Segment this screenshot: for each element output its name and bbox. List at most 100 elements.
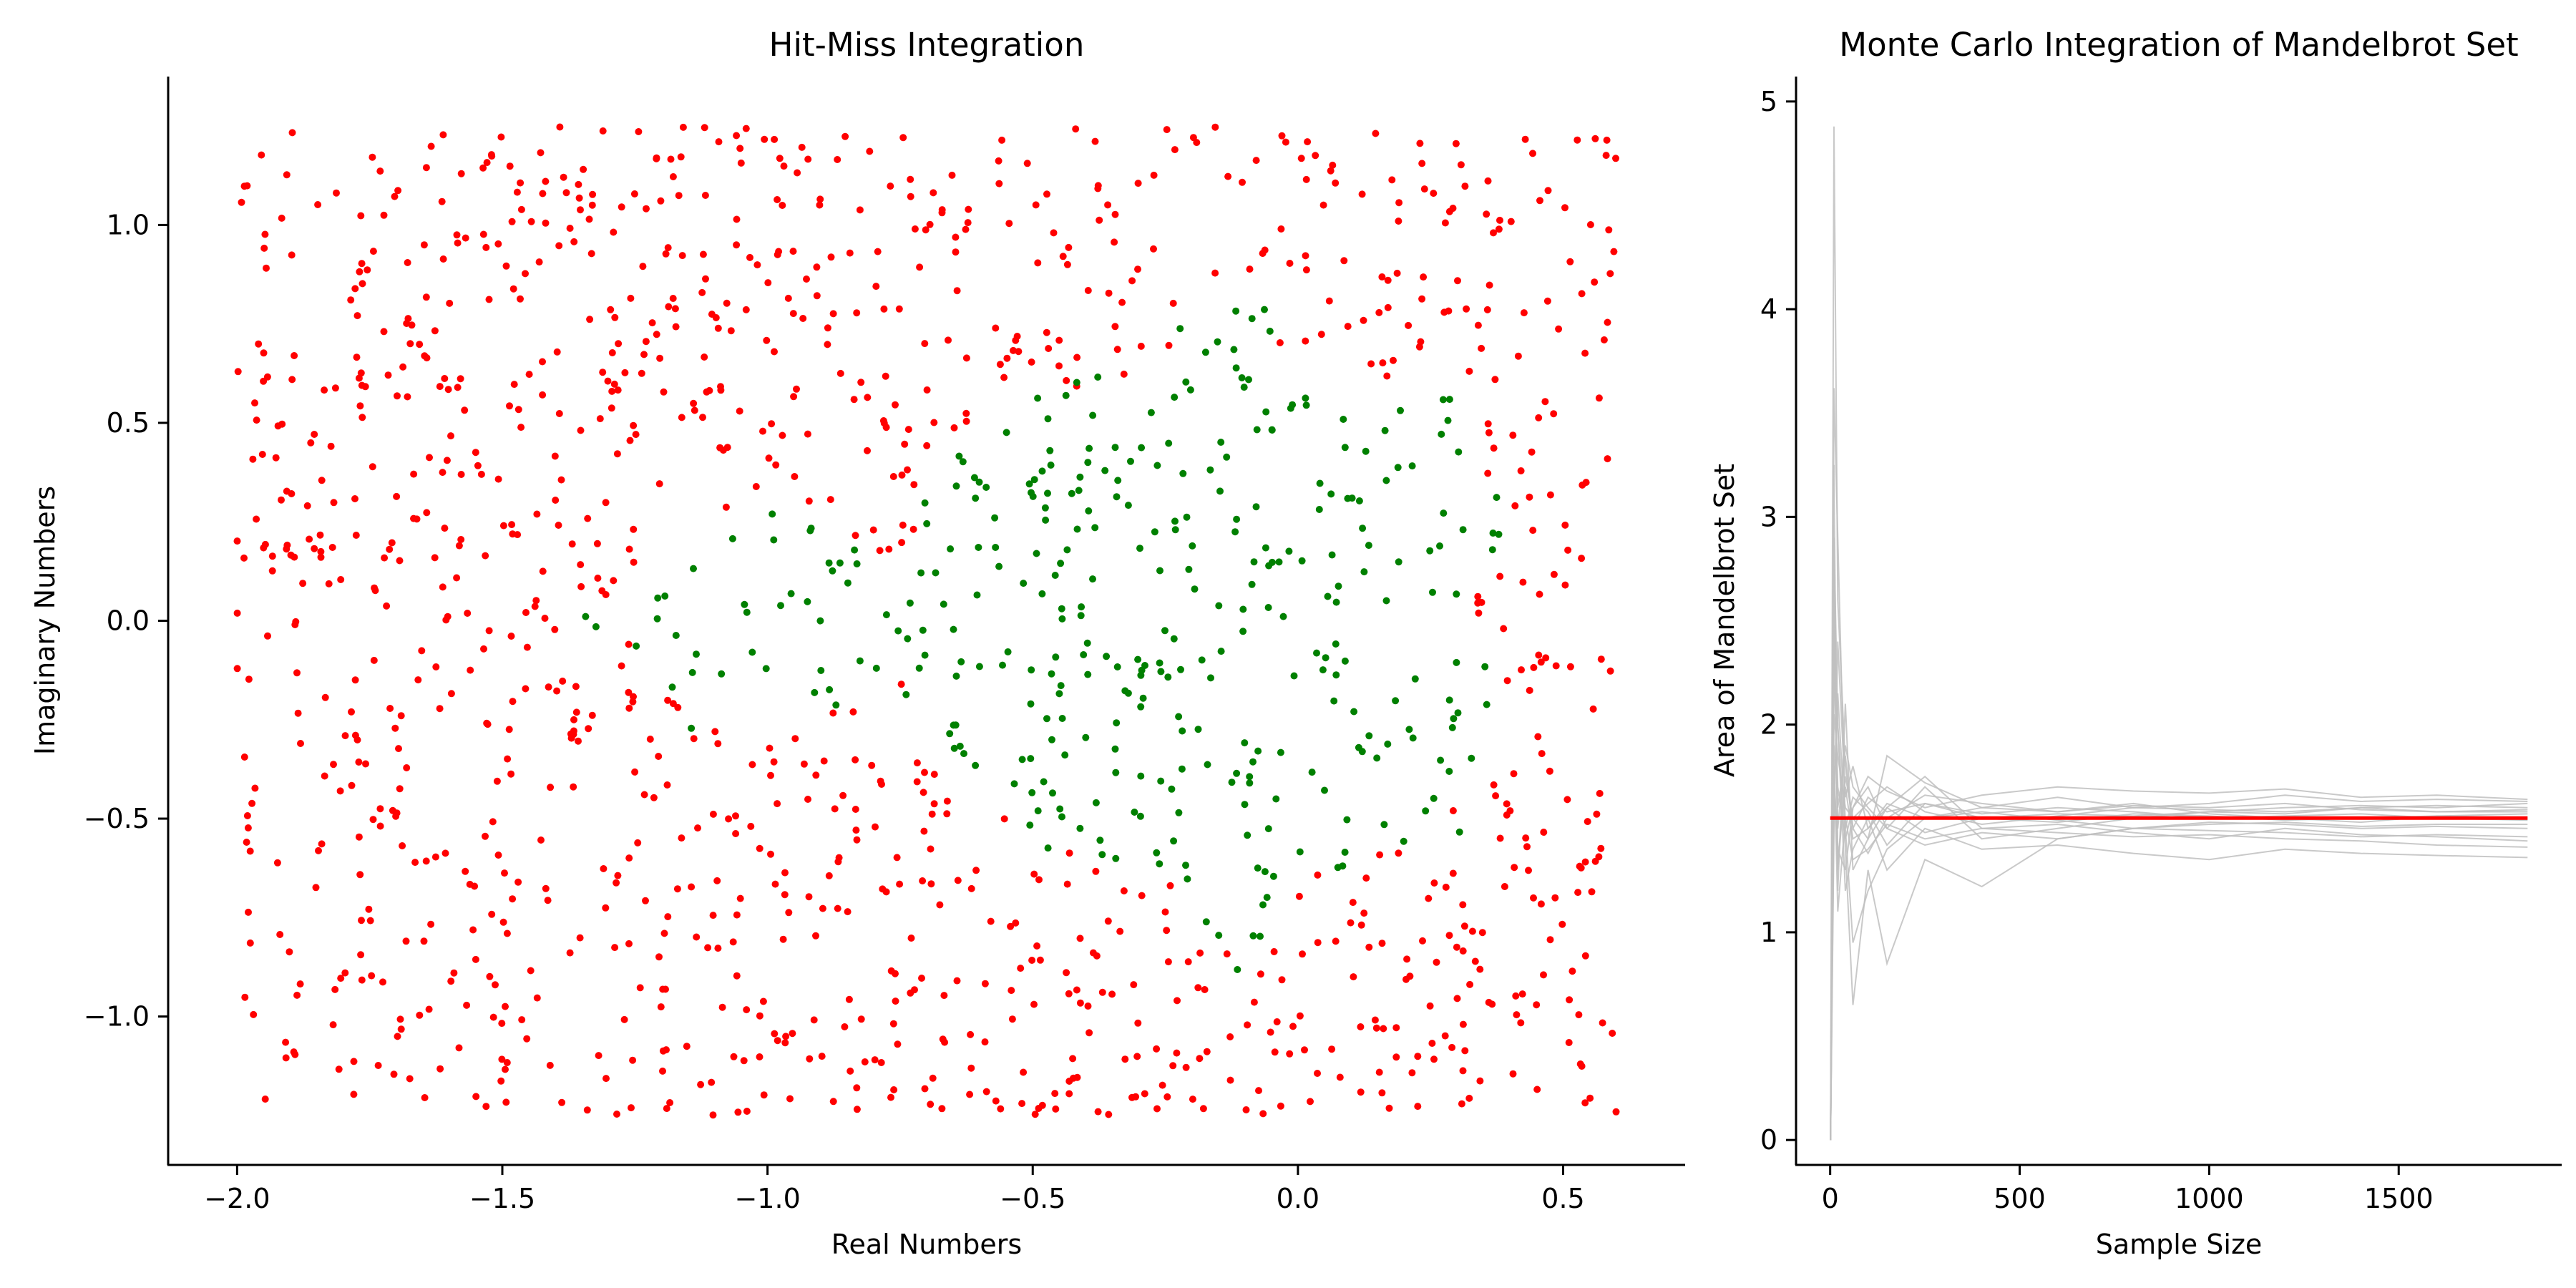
scatter-point-outside bbox=[1096, 216, 1103, 224]
scatter-point-inside bbox=[1139, 694, 1147, 702]
scatter-point-outside bbox=[1561, 521, 1569, 529]
scatter-point-outside bbox=[660, 388, 668, 396]
scatter-point-outside bbox=[1365, 943, 1373, 951]
scatter-point-outside bbox=[907, 192, 914, 200]
scatter-point-inside bbox=[787, 590, 795, 597]
scatter-point-inside bbox=[1078, 603, 1085, 611]
scatter-point-outside bbox=[962, 225, 970, 233]
scatter-x-tick-label: −2.0 bbox=[204, 1183, 270, 1214]
scatter-point-outside bbox=[981, 980, 989, 987]
scatter-point-outside bbox=[625, 545, 633, 553]
scatter-point-outside bbox=[1012, 919, 1020, 927]
scatter-point-outside bbox=[1448, 1043, 1456, 1051]
scatter-point-outside bbox=[492, 981, 499, 989]
scatter-point-inside bbox=[1231, 528, 1239, 536]
scatter-point-outside bbox=[1445, 307, 1453, 315]
scatter-point-outside bbox=[1063, 260, 1071, 268]
scatter-point-outside bbox=[394, 1033, 401, 1040]
scatter-point-outside bbox=[351, 495, 358, 502]
scatter-point-outside bbox=[1485, 429, 1493, 436]
scatter-point-inside bbox=[1176, 325, 1184, 333]
scatter-point-outside bbox=[1518, 666, 1525, 674]
scatter-point-outside bbox=[1566, 663, 1574, 670]
scatter-point-outside bbox=[709, 810, 717, 818]
scatter-point-outside bbox=[1380, 1025, 1387, 1033]
scatter-point-outside bbox=[1063, 969, 1070, 977]
scatter-point-inside bbox=[1182, 862, 1189, 869]
scatter-point-outside bbox=[1289, 1023, 1297, 1030]
scatter-point-outside bbox=[1415, 343, 1423, 351]
scatter-point-outside bbox=[1503, 677, 1511, 685]
scatter-point-inside bbox=[1259, 901, 1267, 909]
scatter-point-inside bbox=[1216, 487, 1224, 495]
scatter-point-inside bbox=[1206, 466, 1214, 474]
scatter-point-outside bbox=[1276, 339, 1284, 346]
scatter-point-outside bbox=[505, 726, 513, 733]
scatter-y-axis-label: Imaginary Numbers bbox=[29, 486, 61, 755]
scatter-point-outside bbox=[803, 275, 810, 283]
scatter-point-outside bbox=[406, 1075, 414, 1083]
scatter-point-outside bbox=[1259, 250, 1267, 258]
scatter-point-outside bbox=[638, 369, 645, 377]
scatter-point-outside bbox=[890, 1086, 898, 1093]
scatter-point-outside bbox=[723, 299, 731, 307]
scatter-point-inside bbox=[1384, 740, 1392, 748]
scatter-point-outside bbox=[1224, 172, 1232, 180]
scatter-x-tick-label: −1.5 bbox=[469, 1183, 535, 1214]
scatter-point-inside bbox=[1038, 590, 1046, 597]
scatter-point-outside bbox=[1282, 138, 1289, 146]
scatter-point-outside bbox=[1165, 341, 1173, 349]
scatter-point-inside bbox=[1138, 444, 1146, 452]
scatter-point-inside bbox=[1113, 663, 1121, 670]
scatter-point-outside bbox=[938, 1105, 946, 1113]
scatter-point-outside bbox=[1475, 609, 1483, 617]
scatter-point-outside bbox=[494, 852, 502, 859]
scatter-point-outside bbox=[1550, 570, 1558, 578]
scatter-point-outside bbox=[678, 414, 686, 421]
scatter-point-outside bbox=[691, 406, 698, 414]
scatter-point-outside bbox=[655, 753, 663, 760]
scatter-point-inside bbox=[829, 567, 836, 575]
scatter-point-outside bbox=[703, 388, 711, 396]
scatter-point-outside bbox=[1526, 686, 1533, 694]
line-x-tick-label: 1000 bbox=[2175, 1183, 2244, 1214]
scatter-point-outside bbox=[805, 893, 813, 901]
scatter-point-inside bbox=[1358, 748, 1366, 756]
scatter-point-outside bbox=[631, 768, 639, 776]
scatter-point-outside bbox=[1226, 1076, 1234, 1084]
scatter-point-outside bbox=[366, 917, 374, 924]
scatter-point-outside bbox=[964, 219, 972, 227]
scatter-point-outside bbox=[243, 812, 251, 819]
scatter-point-outside bbox=[317, 553, 325, 561]
scatter-point-outside bbox=[499, 918, 507, 926]
scatter-point-inside bbox=[1266, 327, 1274, 335]
scatter-point-outside bbox=[1008, 1015, 1016, 1023]
scatter-point-outside bbox=[1277, 225, 1285, 233]
scatter-point-outside bbox=[1055, 336, 1063, 344]
scatter-point-outside bbox=[472, 449, 479, 457]
scatter-point-outside bbox=[311, 545, 318, 552]
scatter-point-outside bbox=[727, 327, 735, 335]
scatter-point-outside bbox=[1430, 1055, 1438, 1063]
scatter-point-outside bbox=[785, 909, 793, 917]
scatter-point-inside bbox=[1153, 849, 1161, 857]
scatter-point-outside bbox=[1153, 1105, 1161, 1113]
scatter-point-outside bbox=[1390, 356, 1397, 364]
scatter-point-inside bbox=[1362, 447, 1370, 455]
scatter-point-inside bbox=[743, 608, 751, 616]
scatter-point-outside bbox=[913, 759, 921, 767]
scatter-point-outside bbox=[483, 159, 491, 167]
scatter-point-outside bbox=[1045, 345, 1053, 352]
scatter-point-outside bbox=[1563, 796, 1571, 804]
scatter-point-inside bbox=[769, 510, 776, 518]
scatter-point-outside bbox=[570, 783, 577, 791]
scatter-point-inside bbox=[1124, 502, 1132, 509]
scatter-point-outside bbox=[1517, 1019, 1525, 1027]
scatter-point-outside bbox=[921, 769, 928, 776]
scatter-point-outside bbox=[514, 406, 522, 414]
scatter-point-inside bbox=[1201, 348, 1209, 356]
scatter-point-inside bbox=[1373, 754, 1381, 762]
scatter-point-outside bbox=[1581, 349, 1589, 357]
scatter-point-outside bbox=[482, 832, 489, 840]
scatter-point-outside bbox=[1519, 578, 1527, 586]
